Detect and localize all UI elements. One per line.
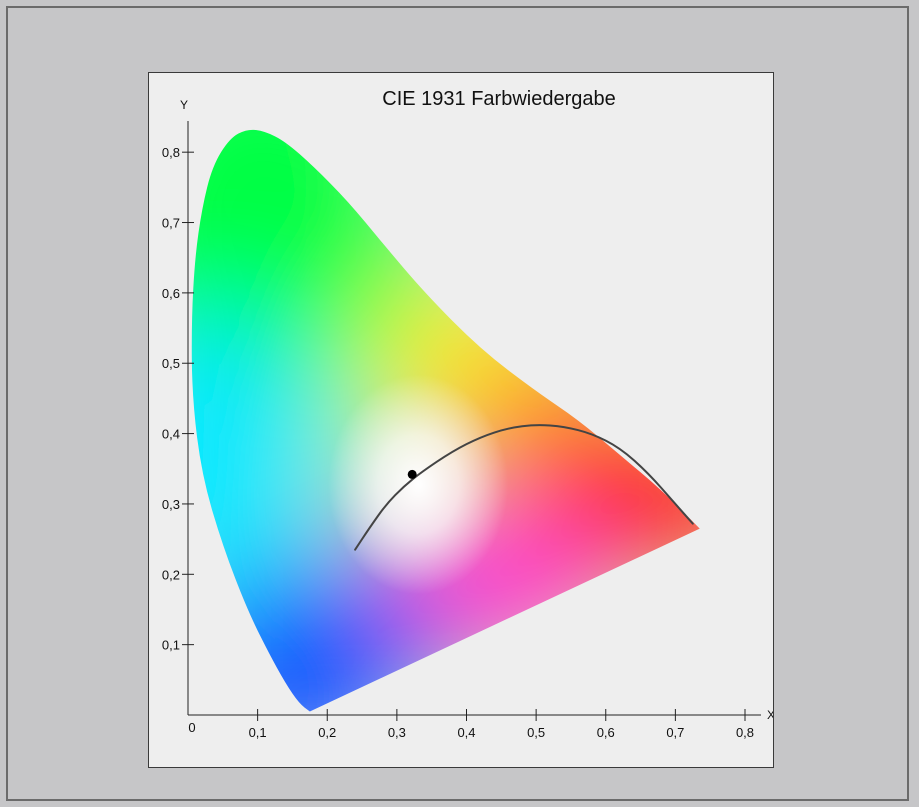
x-tick-label: 0,2 — [318, 725, 336, 740]
y-tick-label: 0,5 — [162, 356, 180, 371]
y-tick-label: 0,1 — [162, 638, 180, 653]
origin-label: 0 — [188, 720, 195, 735]
y-tick-label: 0,6 — [162, 286, 180, 301]
cyan-region — [191, 311, 326, 612]
x-tick-label: 0,5 — [527, 725, 545, 740]
color-gamut — [191, 129, 700, 712]
white-glow — [328, 374, 509, 595]
x-tick-label: 0,6 — [597, 725, 615, 740]
white-point — [407, 469, 417, 479]
x-tick-label: 0,3 — [388, 725, 406, 740]
axes: 0,1 0,2 0,3 0,4 0,5 0,6 0,7 0,8 0,1 0,2 0,3 0,4 0,5… — [162, 98, 773, 740]
chart-panel: CIE 1931 Farbwiedergabe 0,1 0,2 0,3 0,4 0,5 0… — [148, 72, 774, 768]
x-tick-label: 0,8 — [736, 725, 754, 740]
x-axis-label: X — [767, 708, 773, 722]
green-region — [191, 129, 428, 423]
y-axis-label: Y — [180, 98, 188, 112]
y-tick-label: 0,3 — [162, 497, 180, 512]
chart-title: CIE 1931 Farbwiedergabe — [382, 88, 615, 110]
y-tick-label: 0,4 — [162, 427, 180, 442]
y-tick-label: 0,8 — [162, 145, 180, 160]
x-tick-label: 0,7 — [666, 725, 684, 740]
y-tick-label: 0,2 — [162, 567, 180, 582]
cie-chart: CIE 1931 Farbwiedergabe 0,1 0,2 0,3 0,4 0,5 0… — [162, 88, 773, 740]
x-tick-label: 0,4 — [457, 725, 475, 740]
y-tick-label: 0,7 — [162, 216, 180, 231]
x-tick-label: 0,1 — [249, 725, 267, 740]
planckian-locus — [354, 424, 694, 551]
outer-frame: CIE 1931 Farbwiedergabe 0,1 0,2 0,3 0,4 0,5 0… — [6, 6, 909, 801]
